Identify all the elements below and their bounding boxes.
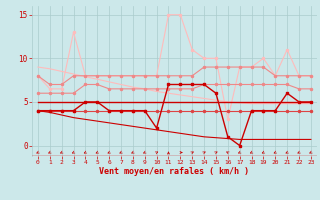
X-axis label: Vent moyen/en rafales ( km/h ): Vent moyen/en rafales ( km/h ) — [100, 167, 249, 176]
